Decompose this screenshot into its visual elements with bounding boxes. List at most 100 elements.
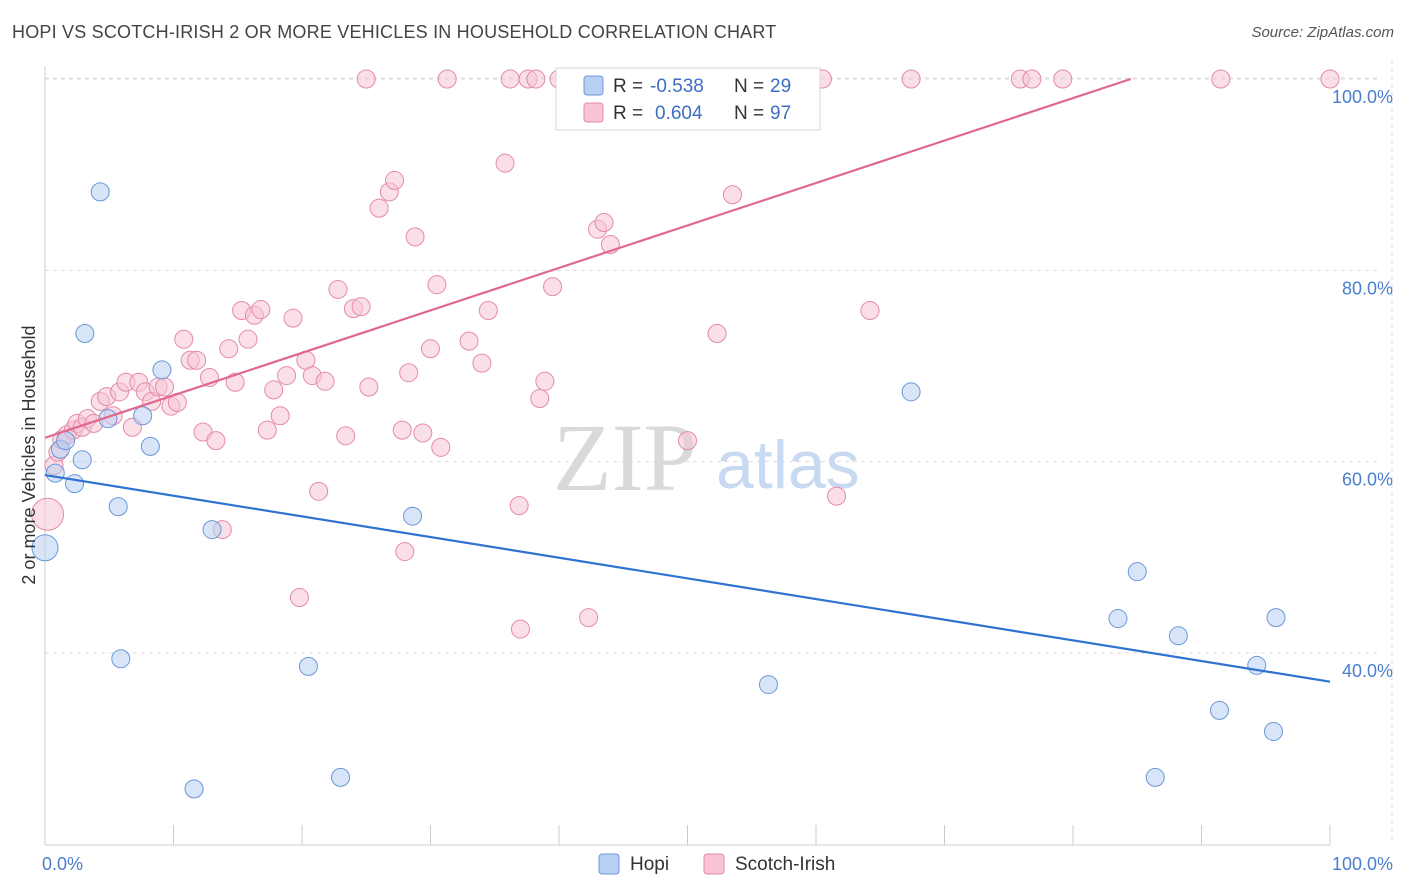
hopi-point-12 (140, 436, 160, 456)
y-tick-label-1: 60.0% (1342, 470, 1393, 490)
hopi-point-23 (1145, 767, 1165, 787)
legend-n-value-hopi: 29 (770, 76, 791, 97)
scotch-irish-point-60 (427, 275, 447, 295)
scotch-irish-point-72 (530, 389, 550, 409)
hopi-point-18 (403, 506, 423, 526)
scotch-irish-point-35 (251, 300, 271, 320)
legend-swatch-scotch-irish (583, 102, 604, 123)
scotch-irish-point-84 (722, 185, 742, 205)
scotch-irish-point-58 (413, 423, 433, 443)
trend-layer (44, 77, 1331, 683)
scotch-irish-point-40 (283, 308, 303, 328)
hopi-point-8 (108, 497, 128, 517)
scotch-irish-point-53 (385, 170, 405, 190)
scotch-irish-point-33 (238, 329, 258, 349)
scotch-irish-point-95 (356, 69, 376, 89)
hopi-point-10 (98, 409, 118, 429)
hopi-point-16 (298, 656, 318, 676)
scotch-irish-point-51 (369, 198, 389, 218)
scotch-irish-point-61 (431, 437, 451, 457)
scotch-irish-point-47 (336, 426, 356, 446)
scotch-irish-point-20 (155, 377, 175, 397)
hopi-point-11 (133, 406, 153, 426)
scotch-irish-point-68 (509, 496, 529, 516)
hopi-point-20 (901, 382, 921, 402)
scotch-irish-point-39 (277, 366, 297, 386)
scotch-irish-point-49 (351, 297, 371, 317)
scotch-irish-point-30 (219, 339, 239, 359)
legend-r-label-scotch-irish: R = (613, 103, 643, 124)
hopi-point-6 (75, 323, 95, 343)
scotch-irish-point-62 (437, 69, 457, 89)
stats-legend: R = -0.538 N = 29 R = 0.604 N = 97 (555, 67, 821, 131)
hopi-point-1 (45, 463, 65, 483)
hopi-point-5 (72, 450, 92, 470)
bottom-legend-label-scotch-irish: Scotch-Irish (735, 854, 835, 875)
hopi-point-15 (202, 520, 222, 540)
bottom-legend-label-hopi: Hopi (630, 854, 669, 875)
hopi-point-7 (90, 182, 110, 202)
legend-n-label-hopi: N = (734, 76, 764, 97)
scotch-irish-point-87 (827, 486, 847, 506)
scotch-irish-point-67 (500, 69, 520, 89)
scotch-irish-point-36 (257, 420, 277, 440)
scotch-irish-point-93 (1211, 69, 1231, 89)
scotch-irish-point-65 (478, 301, 498, 321)
scotch-irish-point-92 (1053, 69, 1073, 89)
x-tick-label-0: 0.0% (42, 854, 83, 874)
scotch-irish-point-91 (1022, 69, 1042, 89)
scotch-irish-point-54 (392, 420, 412, 440)
hopi-point-9 (111, 649, 131, 669)
points-layer (31, 69, 1340, 799)
hopi-point-25 (1209, 700, 1229, 720)
y-tick-label-2: 80.0% (1342, 278, 1393, 298)
hopi-point-13 (152, 360, 172, 380)
hopi-point-24 (1168, 626, 1188, 646)
scotch-irish-point-55 (395, 542, 415, 562)
bottom-legend-swatch-scotch-irish (703, 853, 725, 875)
scotch-irish-point-31 (225, 372, 245, 392)
scotch-irish-point-77 (579, 608, 599, 628)
y-tick-label-0: 40.0% (1342, 661, 1393, 681)
scotch-irish-point-0 (31, 497, 65, 531)
y-tick-label-3: 100.0% (1332, 87, 1393, 107)
legend-n-value-scotch-irish: 97 (770, 103, 791, 124)
scotch-irish-point-41 (289, 588, 309, 608)
scotch-irish-point-37 (264, 380, 284, 400)
scotch-irish-point-89 (901, 69, 921, 89)
scotch-irish-point-69 (510, 619, 530, 639)
scotch-irish-point-59 (421, 339, 440, 359)
watermark: ZIP atlas (553, 404, 860, 511)
scotch-irish-point-79 (594, 213, 614, 232)
scotch-irish-point-23 (174, 329, 194, 349)
scotch-irish-point-64 (472, 353, 492, 373)
chart-title: HOPI VS SCOTCH-IRISH 2 OR MORE VEHICLES … (12, 22, 777, 42)
scotch-irish-point-74 (543, 277, 563, 297)
scotch-irish-point-94 (1320, 69, 1340, 89)
scotch-irish-point-66 (495, 153, 515, 173)
scotch-irish-point-56 (399, 363, 419, 383)
scotch-irish-point-46 (328, 279, 348, 299)
hopi-trend-line (44, 473, 1331, 683)
scotch-irish-point-73 (535, 371, 555, 391)
hopi-point-22 (1127, 562, 1147, 582)
scotch-irish-point-63 (459, 331, 479, 351)
hopi-point-21 (1108, 609, 1128, 629)
hopi-point-19 (758, 675, 778, 695)
bottom-legend-swatch-hopi (598, 853, 620, 875)
hopi-point-0 (31, 534, 59, 562)
scotch-irish-point-88 (860, 301, 880, 321)
y-axis-label: 2 or more Vehicles in Household (19, 325, 39, 584)
scotch-irish-point-28 (206, 431, 226, 451)
watermark-zip: ZIP (553, 404, 697, 511)
hopi-point-3 (56, 431, 76, 451)
legend-swatch-hopi (583, 75, 604, 96)
legend-r-label-hopi: R = (613, 76, 643, 97)
hopi-point-17 (331, 767, 351, 787)
scotch-irish-point-44 (309, 481, 329, 501)
hopi-point-27 (1263, 721, 1283, 741)
series-legend: Hopi Scotch-Irish (598, 853, 835, 875)
hopi-point-28 (1266, 608, 1286, 628)
scotch-irish-point-38 (270, 406, 290, 426)
